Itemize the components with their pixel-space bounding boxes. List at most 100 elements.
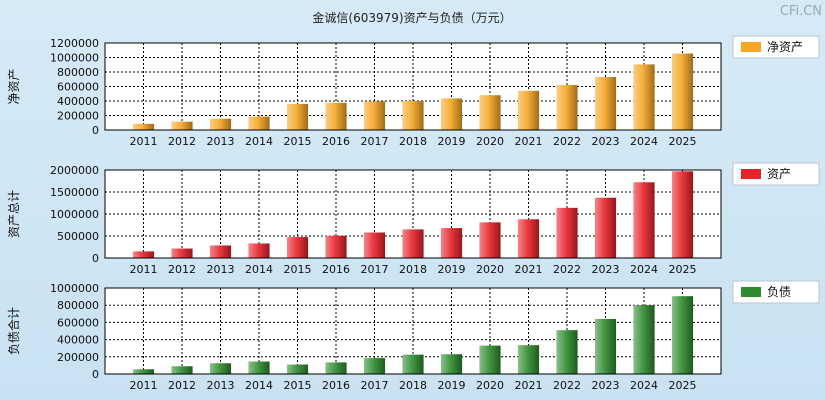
legend: 净资产 xyxy=(732,35,820,59)
x-tick-label: 2012 xyxy=(168,135,196,148)
y-tick-label: 0 xyxy=(92,252,99,265)
chart-panel-2: 0 500000 1000000 1500000 2000000 2011 2012 2013… xyxy=(7,162,820,276)
bar-2025 xyxy=(671,171,694,258)
bar-2012 xyxy=(171,248,193,258)
y-tick-label: 500000 xyxy=(57,230,99,243)
legend-label: 负债 xyxy=(767,285,791,299)
bar-2016 xyxy=(325,102,347,130)
bar-2020 xyxy=(479,222,501,258)
bar-2018 xyxy=(402,101,424,130)
x-tick-label: 2014 xyxy=(245,263,273,276)
bar-2024 xyxy=(633,305,655,374)
x-tick-label: 2013 xyxy=(207,263,235,276)
x-tick-label: 2024 xyxy=(630,263,658,276)
bar-2013 xyxy=(209,118,232,130)
y-tick-label: 0 xyxy=(92,368,99,381)
x-tick-label: 2015 xyxy=(284,379,312,392)
x-tick-label: 2015 xyxy=(284,263,312,276)
x-tick-label: 2021 xyxy=(515,379,543,392)
bar-2014 xyxy=(248,361,270,374)
bar-2014 xyxy=(248,116,270,130)
y-axis-label: 资产总计 xyxy=(7,190,21,238)
bar-2020 xyxy=(479,95,501,130)
bar-2013 xyxy=(209,245,232,258)
bar-2019 xyxy=(440,98,463,130)
bar-2016 xyxy=(325,235,347,258)
legend-swatch xyxy=(741,42,761,52)
legend-label: 资产 xyxy=(767,167,791,181)
bar-2022 xyxy=(556,207,578,258)
bar-2023 xyxy=(594,77,617,130)
x-tick-label: 2018 xyxy=(399,379,427,392)
y-tick-label: 1000000 xyxy=(50,208,99,221)
y-tick-label: 2000000 xyxy=(50,164,99,177)
x-tick-label: 2018 xyxy=(399,263,427,276)
y-tick-label: 600000 xyxy=(57,81,99,94)
x-tick-label: 2022 xyxy=(553,135,581,148)
bar-2018 xyxy=(402,354,424,374)
y-tick-label: 1000000 xyxy=(50,282,99,295)
x-tick-label: 2021 xyxy=(515,263,543,276)
x-tick-label: 2024 xyxy=(630,379,658,392)
legend-box xyxy=(732,162,820,186)
bar-2011 xyxy=(132,369,155,374)
bar-2017 xyxy=(363,101,386,130)
bar-2018 xyxy=(402,229,424,258)
bar-2016 xyxy=(325,362,347,374)
bar-2015 xyxy=(286,364,309,374)
x-tick-label: 2020 xyxy=(476,379,504,392)
y-tick-label: 400000 xyxy=(57,334,99,347)
y-tick-label: 600000 xyxy=(57,316,99,329)
chart-title: 金诚信(603979)资产与负债（万元） xyxy=(312,10,511,25)
x-tick-label: 2020 xyxy=(476,135,504,148)
bar-2021 xyxy=(517,345,540,374)
y-tick-label: 400000 xyxy=(57,95,99,108)
y-tick-label: 1500000 xyxy=(50,186,99,199)
x-tick-label: 2021 xyxy=(515,135,543,148)
x-tick-label: 2015 xyxy=(284,135,312,148)
bar-2011 xyxy=(132,123,155,130)
y-tick-label: 1200000 xyxy=(50,37,99,50)
bar-2022 xyxy=(556,85,578,130)
bar-2024 xyxy=(633,64,655,130)
x-tick-label: 2018 xyxy=(399,135,427,148)
bar-2013 xyxy=(209,363,232,374)
bar-2017 xyxy=(363,232,386,258)
x-tick-label: 2011 xyxy=(130,379,158,392)
bar-2019 xyxy=(440,354,463,374)
x-tick-label: 2023 xyxy=(592,135,620,148)
x-tick-label: 2012 xyxy=(168,379,196,392)
y-axis-label: 负债合计 xyxy=(6,307,21,355)
x-tick-label: 2017 xyxy=(361,379,389,392)
x-tick-label: 2017 xyxy=(361,135,389,148)
x-tick-label: 2022 xyxy=(553,263,581,276)
bar-2020 xyxy=(479,345,501,374)
bar-2025 xyxy=(671,296,694,374)
bar-2015 xyxy=(286,103,309,130)
bar-2012 xyxy=(171,121,193,130)
x-tick-label: 2016 xyxy=(322,135,350,148)
x-tick-label: 2012 xyxy=(168,263,196,276)
chart-panel-3: 0 200000 400000 600000 800000 1000000 2011 2012… xyxy=(6,280,820,392)
x-tick-label: 2013 xyxy=(207,135,235,148)
x-tick-label: 2019 xyxy=(438,379,466,392)
bar-2022 xyxy=(556,330,578,374)
x-tick-label: 2023 xyxy=(592,379,620,392)
bar-2023 xyxy=(594,197,617,258)
bar-2021 xyxy=(517,219,540,258)
bar-2011 xyxy=(132,251,155,258)
plot-frame xyxy=(104,287,722,375)
bar-2015 xyxy=(286,237,309,258)
legend: 负债 xyxy=(732,280,820,304)
x-tick-label: 2013 xyxy=(207,379,235,392)
legend-box xyxy=(732,35,820,59)
plot-frame xyxy=(104,169,722,259)
legend-swatch xyxy=(741,169,761,179)
y-tick-label: 800000 xyxy=(57,299,99,312)
x-tick-label: 2025 xyxy=(669,135,697,148)
y-tick-label: 0 xyxy=(92,124,99,137)
watermark: CFi.CN xyxy=(780,4,822,19)
x-tick-label: 2024 xyxy=(630,135,658,148)
